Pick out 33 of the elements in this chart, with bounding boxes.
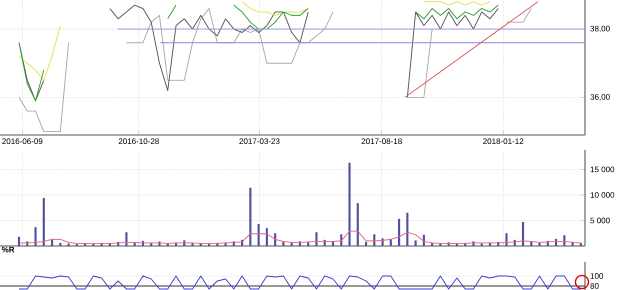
bar	[364, 242, 368, 246]
x-tick-label: 2016-06-09	[2, 138, 42, 144]
x-tick-label: 2017-08-18	[362, 138, 402, 144]
bar	[480, 243, 483, 246]
bar	[59, 242, 62, 246]
bar	[42, 198, 45, 246]
bar	[522, 222, 524, 246]
bar	[373, 234, 376, 246]
x-tick-label: 2016-10-28	[118, 138, 159, 144]
bar	[538, 242, 541, 246]
bar	[398, 218, 400, 246]
y-tick-label: 36,00	[590, 94, 610, 101]
bar	[356, 203, 359, 246]
y-tick-label: 100	[590, 273, 604, 279]
x-tick-label: 2018-01-12	[483, 138, 524, 144]
y-tick-label: 38,00	[590, 26, 610, 32]
bar	[307, 242, 310, 246]
x-tick-label: 2017-03-23	[239, 138, 280, 144]
y-tick-label: 15 000	[590, 166, 614, 172]
bar	[68, 243, 70, 246]
bar	[249, 188, 252, 246]
bar	[406, 212, 408, 246]
bar	[50, 240, 54, 246]
bar	[290, 242, 293, 246]
bar	[282, 242, 284, 246]
y-tick-label: 10 000	[590, 192, 614, 198]
bar	[414, 240, 417, 246]
bar	[348, 162, 351, 246]
y-tick-label: 5 000	[590, 218, 610, 224]
chart-title: %R	[2, 246, 14, 252]
bar	[266, 228, 268, 246]
bar	[258, 224, 260, 246]
y-tick-label: 80	[590, 283, 599, 289]
